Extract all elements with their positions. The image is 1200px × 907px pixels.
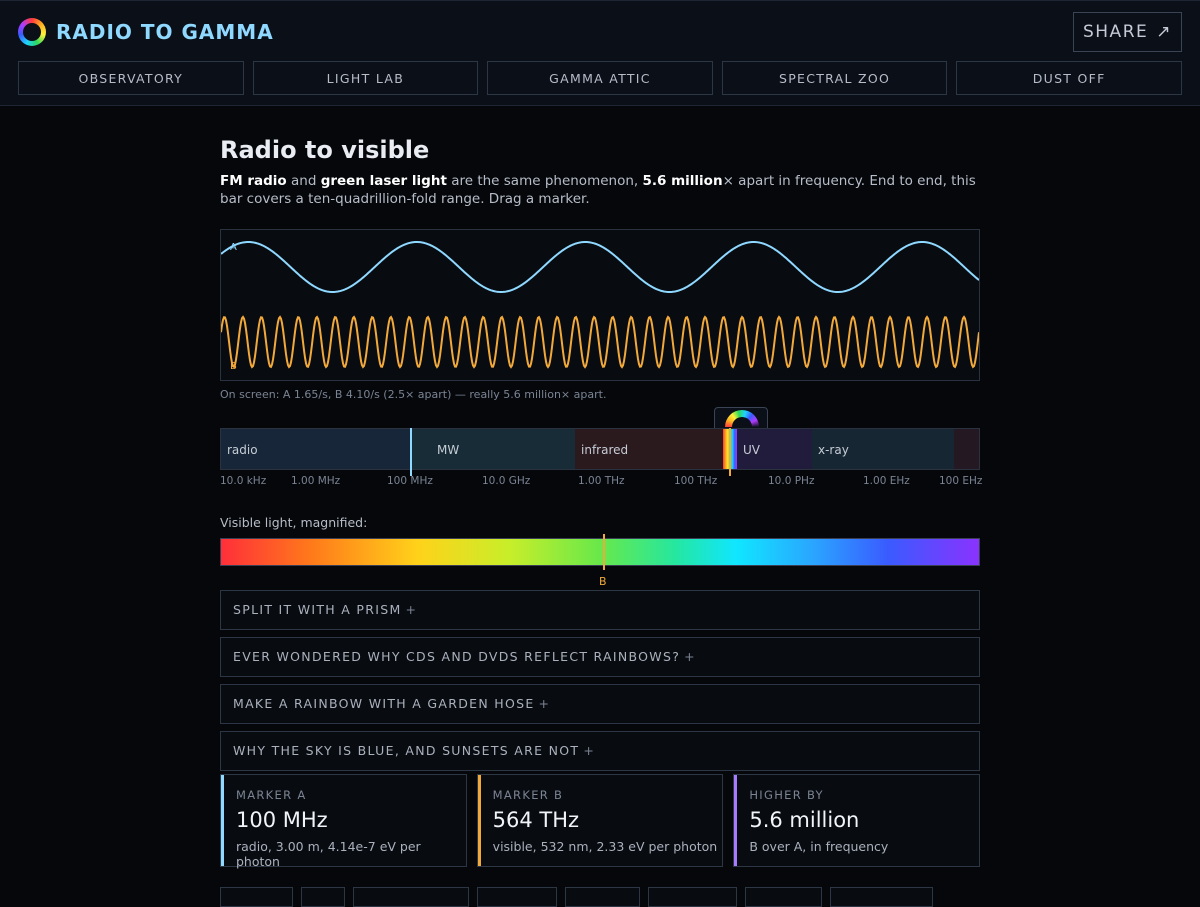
band-xray: x-ray [812,429,954,469]
brand[interactable]: RADIO TO GAMMA [18,17,274,47]
visible-marker-b-label: B [599,575,607,588]
accordion-title: WHY THE SKY IS BLUE, AND SUNSETS ARE NOT [233,743,580,758]
accordion-title: SPLIT IT WITH A PRISM [233,602,402,617]
page-title: Radio to visible [220,136,430,164]
spectrum-logo-icon [18,18,46,46]
marker-b-handle[interactable] [729,428,731,476]
tick-label: 10.0 GHz [482,475,531,487]
intro-mid: are the same phenomenon, [446,173,643,189]
tick-label: 100 EHz [939,475,983,487]
accordion-prism[interactable]: SPLIT IT WITH A PRISM + [220,590,980,630]
wave-b-path [221,315,979,369]
tick-label: 1.00 EHz [863,475,910,487]
tick-label: 100 THz [674,475,718,487]
nav-gamma-attic[interactable]: GAMMA ATTIC [487,61,713,95]
accordion-hose[interactable]: MAKE A RAINBOW WITH A GARDEN HOSE + [220,684,980,724]
higher-by-card: HIGHER BY 5.6 million B over A, in frequ… [733,774,981,867]
card-sub: radio, 3.00 m, 4.14e-7 eV per photon [236,839,421,869]
share-label: SHARE [1082,22,1149,42]
top-bar: RADIO TO GAMMA SHARE ↗ OBSERVATORY LIGHT… [0,0,1200,106]
band-infrared: infrared [575,429,723,469]
wave-a-path [221,240,979,294]
marker-a-handle[interactable] [410,428,412,476]
intro-b-name: green laser light [320,173,447,189]
wave-a-label: A [230,242,237,253]
wave-svg: A B [221,240,979,372]
tick-label: 10.0 PHz [768,475,815,487]
nav-dust-off[interactable]: DUST OFF [956,61,1182,95]
intro-tail: × apart in frequency. End to end, this b… [220,173,976,207]
app-title: RADIO TO GAMMA [56,20,274,44]
expand-plus-icon: + [538,696,551,711]
intro-text: FM radio and green laser light are the s… [220,172,980,208]
visible-light-label: Visible light, magnified: [220,515,368,530]
marker-cards: MARKER A 100 MHz radio, 3.00 m, 4.14e-7 … [220,774,981,869]
card-accent [477,775,481,866]
band-uv: UV [737,429,812,469]
expand-plus-icon: + [684,649,696,664]
tick-label: 1.00 MHz [291,475,341,487]
visible-light-bar[interactable] [220,538,980,566]
prism-handle[interactable] [714,407,768,444]
marker-b-card: MARKER B 564 THz visible, 532 nm, 2.33 e… [476,774,724,867]
preset-chip[interactable] [220,887,293,907]
wave-b-label: B [230,361,237,372]
expand-plus-icon: + [583,743,596,758]
intro-a-name: FM radio [220,173,287,189]
visible-marker-b[interactable] [603,534,605,570]
nav-light-lab[interactable]: LIGHT LAB [252,61,479,95]
card-sub: visible, 532 nm, 2.33 eV per photon [492,839,718,854]
card-value: 564 THz [492,808,580,832]
card-label: MARKER A [236,788,307,802]
card-value: 100 MHz [236,808,328,832]
wave-display: A B [220,229,980,381]
tick-label: 1.00 THz [578,475,625,487]
accordion-title: MAKE A RAINBOW WITH A GARDEN HOSE [233,696,535,711]
tick-label: 10.0 kHz [220,475,267,487]
card-accent [734,775,738,866]
frequency-ticks: 10.0 kHz 1.00 MHz 100 MHz 10.0 GHz 1.00 … [220,475,983,489]
band-radio: radio [221,429,411,469]
spectrum-bar[interactable]: radio MW infrared UV x-ray [220,428,980,470]
band-gamma [954,429,979,469]
share-button[interactable]: SHARE ↗ [1073,12,1182,52]
preset-chip[interactable] [565,887,640,907]
onscreen-rates: On screen: A 1.65/s, B 4.10/s (2.5× apar… [220,388,607,401]
share-arrow-icon: ↗ [1156,22,1172,42]
card-value: 5.6 million [749,808,860,832]
nav-observatory[interactable]: OBSERVATORY [18,61,244,95]
card-label: HIGHER BY [749,788,824,802]
preset-chip[interactable] [648,887,737,907]
tick-label: 100 MHz [387,475,433,487]
card-label: MARKER B [492,788,564,802]
preset-chip[interactable] [353,887,469,907]
accordion-title: EVER WONDERED WHY CDS AND DVDS REFLECT R… [233,649,681,664]
accordion-cds[interactable]: EVER WONDERED WHY CDS AND DVDS REFLECT R… [220,637,980,677]
preset-chips [220,887,980,907]
card-accent [221,775,224,866]
preset-chip[interactable] [477,887,557,907]
expand-plus-icon: + [405,602,418,617]
preset-chip[interactable] [301,887,345,907]
preset-chip[interactable] [745,887,822,907]
nav-bar: OBSERVATORY LIGHT LAB GAMMA ATTIC SPECTR… [18,61,1182,95]
card-sub: B over A, in frequency [749,839,889,854]
nav-spectral-zoo[interactable]: SPECTRAL ZOO [721,61,948,95]
intro-ratio: 5.6 million [642,173,723,189]
band-mw: MW [411,429,575,469]
intro-and: and [286,173,321,189]
accordion-sky[interactable]: WHY THE SKY IS BLUE, AND SUNSETS ARE NOT… [220,731,980,771]
marker-a-card: MARKER A 100 MHz radio, 3.00 m, 4.14e-7 … [220,774,467,869]
preset-chip[interactable] [830,887,933,907]
